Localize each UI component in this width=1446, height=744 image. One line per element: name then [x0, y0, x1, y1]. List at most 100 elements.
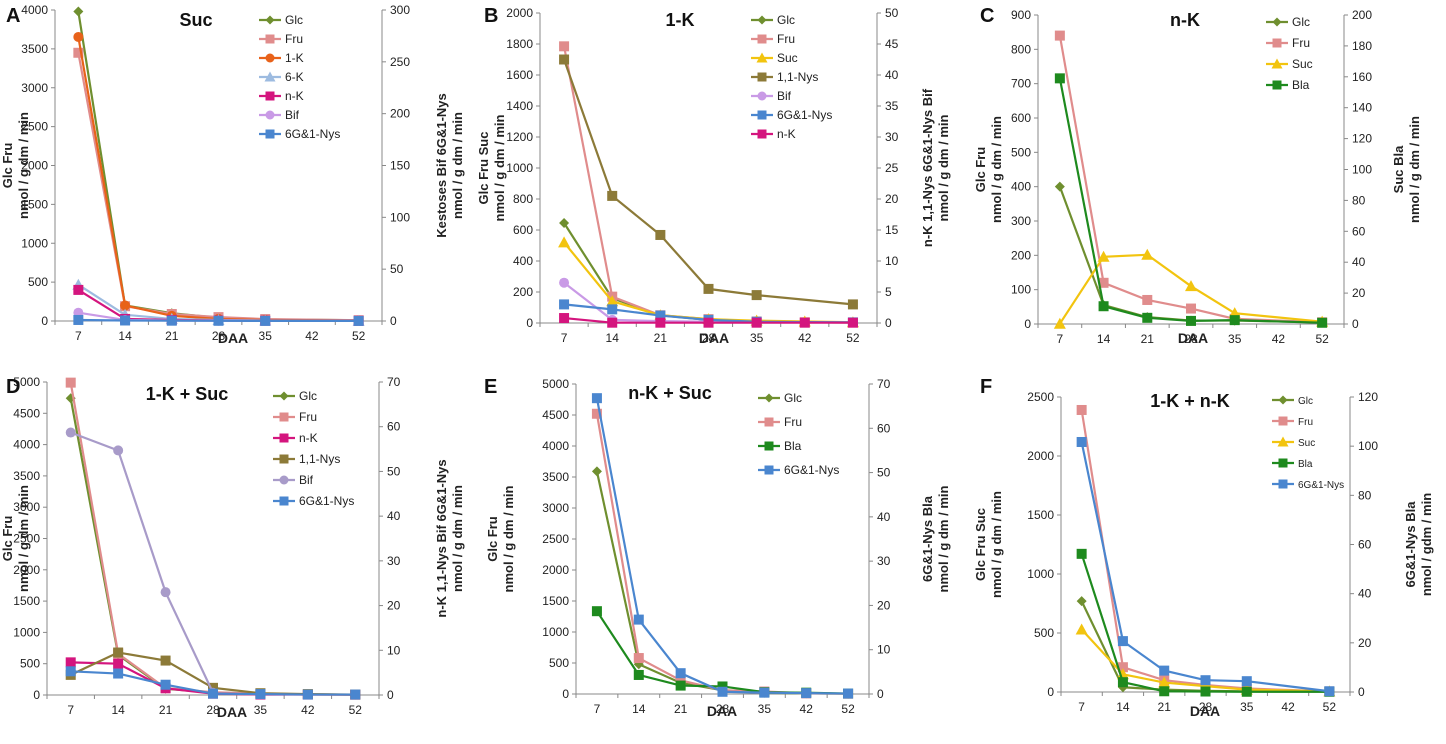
panel-b-x-tick-label: 21: [654, 331, 668, 345]
panel-e-legend-fru-swatch-marker: [764, 417, 774, 427]
panel-b-y-left-tick-label: 2000: [506, 6, 533, 20]
panel-c-y-left-label: nmol / g dm / min: [989, 116, 1004, 223]
panel-b-series-suc-point: [606, 295, 619, 307]
panel-f-y-left-label: nmol / g dm / min: [989, 491, 1004, 598]
panel-d-series-bif-point: [65, 427, 76, 438]
panel-e-series-bla-point: [591, 606, 602, 617]
panel-b-series-1-1-nys-point: [847, 299, 858, 310]
panel-a-legend-n-k-label: n-K: [285, 89, 304, 103]
panel-c-legend-bla-label: Bla: [1292, 78, 1310, 92]
panel-f-legend-6g-1-nys-label: 6G&1-Nys: [1298, 480, 1344, 491]
panel-b-y-left-tick-label: 1000: [506, 161, 533, 175]
panel-e-legend-fru-label: Fru: [784, 415, 802, 429]
panel-b-y-right-tick-label: 0: [885, 316, 892, 330]
panel-c-y-left-tick-label: 400: [1011, 180, 1031, 194]
panel-d-legend-6g-1-nys-swatch-marker: [279, 496, 289, 506]
panel-c-y-left-tick-label: 100: [1011, 283, 1031, 297]
panel-d-legend-n-k-label: n-K: [299, 431, 318, 445]
panel-f-x-tick-label: 52: [1323, 700, 1337, 714]
panel-a-legend-fru-swatch-marker: [265, 34, 275, 44]
panel-e-series-6g-1-nys-point: [591, 393, 602, 404]
panel-b-x-tick-label: 28: [702, 331, 716, 345]
panel-e-legend-glc-label: Glc: [784, 391, 802, 405]
panel-c-y-left-tick-label: 300: [1011, 214, 1031, 228]
panel-b-series-n-k-point: [559, 313, 570, 324]
panel-f-series-6g-1-nys-point: [1241, 676, 1252, 687]
panel-a-x-axis-label: DAA: [218, 330, 248, 346]
panel-e-y-right-tick-label: 50: [877, 466, 891, 480]
panel-d-legend-bif-label: Bif: [299, 473, 314, 487]
panel-c-y-right-tick-label: 140: [1352, 101, 1372, 115]
panel-e-y-left-tick-label: 0: [562, 687, 569, 701]
panel-f-x-tick-label: 7: [1078, 700, 1085, 714]
panel-c-title: n-K: [1170, 10, 1200, 30]
panel-e-y-right-tick-label: 70: [877, 377, 891, 391]
panel-b-y-right-tick-label: 50: [885, 6, 899, 20]
panel-a-series-6g-1-nys-point: [353, 315, 364, 326]
panel-f-y-left-tick-label: 0: [1047, 685, 1054, 699]
panel-e-y-left-tick-label: 2500: [542, 532, 569, 546]
panel-c-y-left-tick-label: 800: [1011, 42, 1031, 56]
panel-d-series-1-1-nys-point: [160, 655, 171, 666]
panel-c-series-suc-point: [1185, 280, 1197, 292]
panel-d-series-6g-1-nys-point: [350, 689, 361, 700]
panel-a-x-tick-label: 21: [165, 329, 179, 343]
panel-e-x-tick-label: 14: [632, 702, 646, 716]
panel-e-y-left-tick-label: 1000: [542, 625, 569, 639]
panel-c-x-tick-label: 14: [1097, 332, 1111, 346]
panel-a-legend-6g-1-nys-label: 6G&1-Nys: [285, 127, 340, 141]
panel-d-series-bif-point: [113, 445, 124, 456]
panel-f-x-tick-label: 14: [1116, 700, 1130, 714]
panel-e-series-6g-1-nys-point: [801, 688, 812, 699]
panel-c-y-right-tick-label: 200: [1352, 8, 1372, 22]
panel-d-series-bif-point: [160, 587, 171, 598]
panel-b-y-right-tick-label: 15: [885, 223, 899, 237]
panel-b-x-tick-label: 52: [846, 331, 860, 345]
panel-b-legend-1-1-nys-swatch-marker: [757, 72, 767, 82]
panel-e-y-left-label: Glc Fru: [485, 516, 500, 562]
panel-a-title: Suc: [179, 10, 212, 30]
panel-b-legend-fru-swatch-marker: [757, 34, 767, 44]
panel-f-y-left-label: Glc Fru Suc: [973, 508, 988, 581]
panel-a-y-right-label: nmol / g dm / min: [450, 112, 465, 219]
panel-c-x-tick-label: 7: [1057, 332, 1064, 346]
panel-d-series-6g-1-nys-point: [160, 679, 171, 690]
panel-a-y-left-label: nmol / g dm / min: [16, 112, 31, 219]
panel-f-series-suc-point: [1158, 676, 1171, 688]
panel-b-legend-6g-1-nys-swatch-marker: [757, 110, 767, 120]
panel-f-y-right-tick-label: 120: [1358, 390, 1378, 404]
panel-d-legend-6g-1-nys-label: 6G&1-Nys: [299, 494, 354, 508]
panel-d-series-n-k-point: [65, 657, 76, 668]
panel-e-x-tick-label: 28: [716, 702, 730, 716]
panel-d-series-6g-1-nys-point: [65, 666, 76, 677]
panel-b-series-1-1-nys-line: [563, 59, 854, 306]
panel-a-y-left-tick-label: 3500: [21, 42, 48, 56]
panel-d-y-left-tick-label: 4500: [13, 406, 40, 420]
panel-e-y-right-tick-label: 60: [877, 421, 891, 435]
panel-c-series-suc-point: [1097, 250, 1110, 262]
panel-f-legend-6g-1-nys-swatch-marker: [1278, 479, 1288, 489]
panel-a-legend-glc-label: Glc: [285, 13, 303, 27]
panel-c-series-glc-point: [1054, 181, 1065, 192]
panel-c-legend-bla-swatch-marker: [1272, 80, 1282, 90]
panel-f-x-tick-label: 21: [1158, 700, 1172, 714]
panel-f-y-right-tick-label: 80: [1358, 488, 1372, 502]
panel-c-y-right-tick-label: 60: [1352, 224, 1366, 238]
panel-f-y-right-tick-label: 100: [1358, 439, 1378, 453]
panel-d-letter: D: [6, 376, 20, 398]
panel-b-series-bif-point: [559, 277, 570, 288]
panel-e-y-left-tick-label: 4000: [542, 439, 569, 453]
panel-f-y-left-tick-label: 2000: [1027, 449, 1054, 463]
panel-b-x-tick-label: 35: [750, 331, 764, 345]
panel-d-y-left-tick-label: 4000: [13, 438, 40, 452]
panel-c-y-left-tick-label: 0: [1024, 317, 1031, 331]
panel-f-y-right-tick-label: 60: [1358, 538, 1372, 552]
panel-a-y-right-tick-label: 200: [390, 107, 410, 121]
panel-c-y-right-label: nmol / g dm / min: [1407, 116, 1422, 223]
panel-e-series-bla-point: [717, 681, 728, 692]
panel-d-y-right-tick-label: 0: [387, 688, 394, 702]
panel-e-legend-bla-label: Bla: [784, 439, 802, 453]
panel-d-legend-glc-label: Glc: [299, 389, 317, 403]
panel-d-y-right-tick-label: 30: [387, 554, 401, 568]
